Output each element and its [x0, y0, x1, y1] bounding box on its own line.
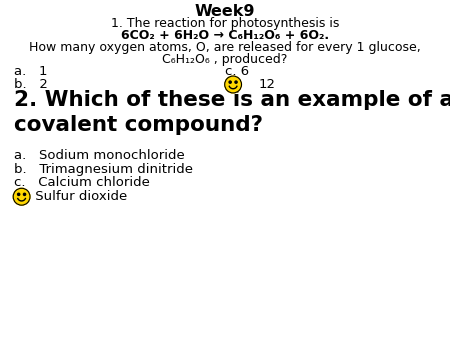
Text: a.   Sodium monochloride: a. Sodium monochloride: [14, 149, 184, 162]
Ellipse shape: [225, 76, 242, 93]
Text: 1. The reaction for photosynthesis is: 1. The reaction for photosynthesis is: [111, 17, 339, 30]
Text: Sulfur dioxide: Sulfur dioxide: [14, 190, 127, 203]
Ellipse shape: [235, 81, 237, 83]
Ellipse shape: [229, 81, 231, 83]
Text: Week9: Week9: [195, 4, 255, 19]
Text: 2. Which of these is an example of a
covalent compound?: 2. Which of these is an example of a cov…: [14, 90, 450, 135]
Text: a.   1: a. 1: [14, 66, 47, 78]
Text: b.   2: b. 2: [14, 78, 47, 91]
Text: c.   Calcium chloride: c. Calcium chloride: [14, 176, 149, 189]
Ellipse shape: [23, 193, 26, 195]
Text: b.   Trimagnesium dinitride: b. Trimagnesium dinitride: [14, 163, 193, 175]
Text: c. 6: c. 6: [225, 66, 249, 78]
Text: C₆H₁₂O₆ , produced?: C₆H₁₂O₆ , produced?: [162, 53, 288, 66]
Ellipse shape: [13, 188, 30, 205]
Text: 12: 12: [259, 78, 276, 91]
Text: 6CO₂ + 6H₂O → C₆H₁₂O₆ + 6O₂.: 6CO₂ + 6H₂O → C₆H₁₂O₆ + 6O₂.: [121, 29, 329, 42]
Text: How many oxygen atoms, O, are released for every 1 glucose,: How many oxygen atoms, O, are released f…: [29, 41, 421, 54]
Ellipse shape: [18, 193, 20, 195]
